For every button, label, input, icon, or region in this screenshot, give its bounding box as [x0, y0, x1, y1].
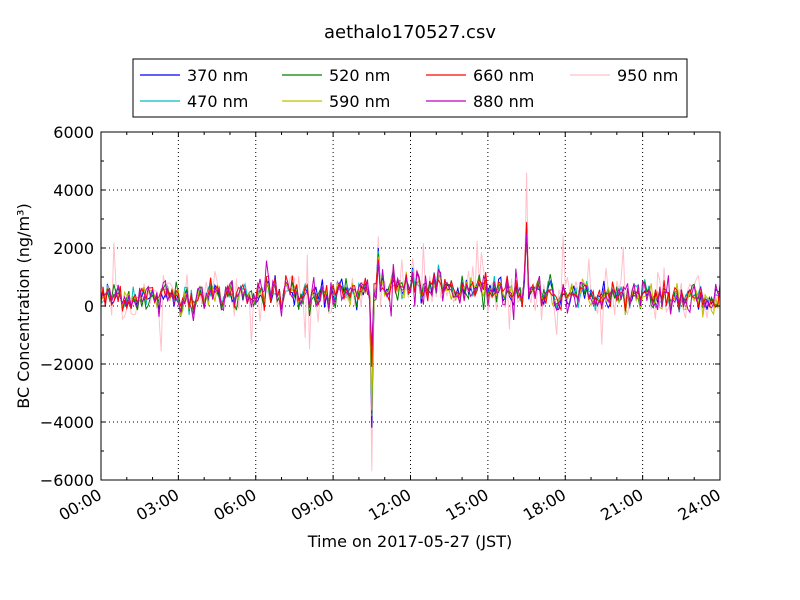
legend-label: 880 nm — [473, 92, 534, 111]
legend-label: 660 nm — [473, 66, 534, 85]
x-tick-label: 24:00 — [675, 485, 724, 525]
legend-label: 520 nm — [329, 66, 390, 85]
x-tick-label: 12:00 — [365, 485, 414, 525]
x-tick-label: 00:00 — [56, 485, 105, 525]
x-axis-label: Time on 2017-05-27 (JST) — [307, 532, 512, 551]
legend-label: 950 nm — [617, 66, 678, 85]
x-tick-label: 09:00 — [288, 485, 337, 525]
series-lines — [101, 172, 720, 472]
chart-title: aethalo170527.csv — [324, 22, 496, 43]
chart-legend: 370 nm 470 nm 520 nm 590 nm 660 nm 880 nm 950 … — [132, 58, 688, 118]
legend-label: 370 nm — [187, 66, 248, 85]
y-tick-label: 4000 — [53, 181, 94, 200]
y-axis-label: BC Concentration (ng/m³) — [14, 203, 33, 408]
x-tick-label: 15:00 — [442, 485, 491, 525]
legend-label: 470 nm — [187, 92, 248, 111]
x-axis: 00:00 03:00 06:00 09:00 12:00 15:00 18:00 21:00… — [56, 132, 724, 525]
y-axis: 6000 4000 2000 0 −2000 −4000 −6000 — [40, 123, 720, 490]
y-tick-label: −4000 — [40, 413, 94, 432]
y-tick-label: −2000 — [40, 355, 94, 374]
series-line-950-nm — [101, 172, 720, 472]
y-tick-label: 6000 — [53, 123, 94, 142]
x-tick-label: 21:00 — [597, 485, 646, 525]
y-tick-label: 2000 — [53, 239, 94, 258]
legend-label: 590 nm — [329, 92, 390, 111]
series-line-880-nm — [101, 233, 720, 347]
series-line-370-nm — [101, 227, 720, 428]
x-tick-label: 03:00 — [133, 485, 182, 525]
y-tick-label: −6000 — [40, 471, 94, 490]
y-tick-label: 0 — [84, 297, 94, 316]
x-tick-label: 06:00 — [210, 485, 259, 525]
series-line-660-nm — [101, 221, 720, 367]
x-tick-label: 18:00 — [520, 485, 569, 525]
